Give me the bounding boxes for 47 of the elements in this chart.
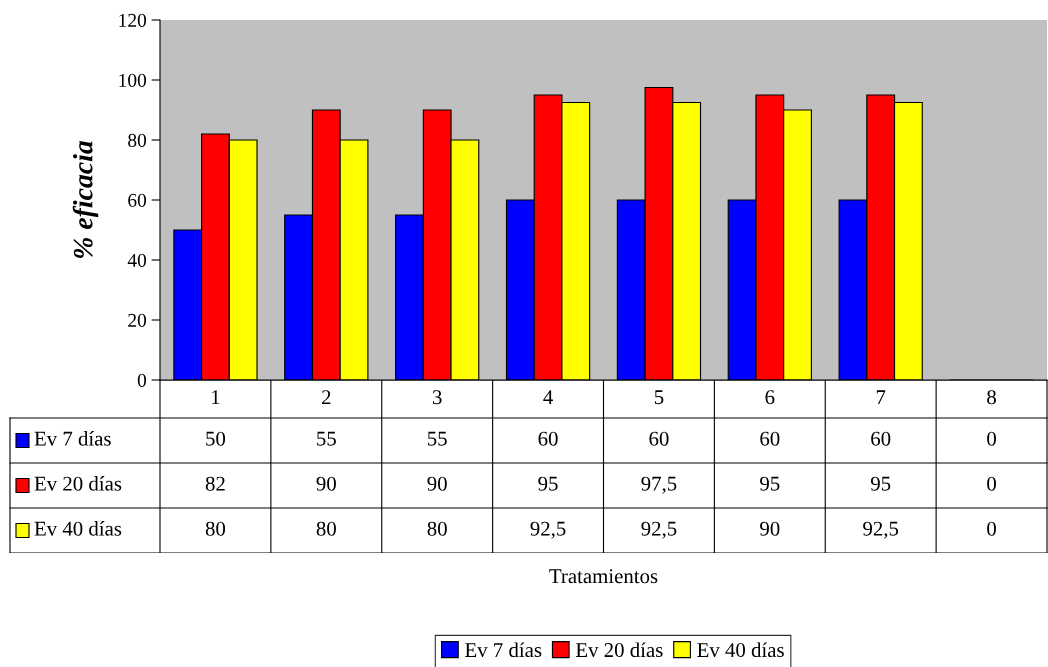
x-tick-label: 3 (432, 390, 442, 405)
data-label: 60 (760, 431, 780, 446)
data-label: 82 (205, 476, 225, 491)
data-label: 95 (760, 476, 780, 491)
y-axis-title: % eficacia (72, 140, 99, 258)
legend-label: Ev 20 días (34, 476, 122, 491)
x-tick-label: 7 (876, 390, 886, 405)
y-tick-label: 80 (128, 133, 147, 147)
data-label: 95 (870, 476, 891, 491)
data-label: 97,5 (641, 476, 677, 494)
data-label: 0 (987, 521, 996, 536)
data-label: 0 (987, 476, 996, 491)
data-label: 60 (871, 431, 891, 446)
data-label: 80 (205, 521, 226, 536)
legend-label: Ev 7 días (34, 431, 111, 446)
x-tick-label: 5 (654, 390, 664, 405)
data-label: 92,5 (863, 521, 899, 539)
data-label: 55 (317, 431, 336, 446)
y-tick-label: 0 (137, 373, 147, 387)
data-label: 50 (206, 431, 226, 446)
data-label: 92,5 (530, 521, 566, 539)
data-label: 90 (760, 521, 780, 536)
data-label: 60 (538, 431, 558, 446)
y-tick-label: 20 (128, 313, 147, 327)
y-tick-label: 120 (119, 13, 147, 27)
y-tick-label: 100 (119, 73, 147, 87)
text: Ev 7 días (465, 642, 542, 658)
text: Ev 20 días (575, 642, 663, 658)
data-label: 0 (987, 431, 996, 446)
data-label: 92,5 (641, 521, 677, 539)
x-tick-label: 1 (212, 390, 220, 405)
legend-label: Ev 40 días (34, 521, 122, 536)
text: Ev 40 días (697, 642, 784, 658)
data-label: 90 (316, 476, 336, 491)
y-tick-label: 40 (127, 253, 147, 267)
x-tick-label: 6 (765, 390, 775, 405)
x-tick-label: 8 (987, 390, 996, 405)
data-label: 80 (427, 521, 447, 536)
y-tick-label: 60 (128, 193, 147, 207)
x-tick-label: 2 (322, 390, 331, 405)
data-label: 60 (649, 431, 669, 446)
data-label: 95 (538, 476, 558, 491)
data-label: 80 (316, 521, 336, 536)
text: Tratamientos (549, 569, 658, 584)
data-label: 55 (427, 431, 447, 446)
x-tick-label: 4 (543, 390, 553, 405)
data-label: 90 (427, 476, 447, 491)
